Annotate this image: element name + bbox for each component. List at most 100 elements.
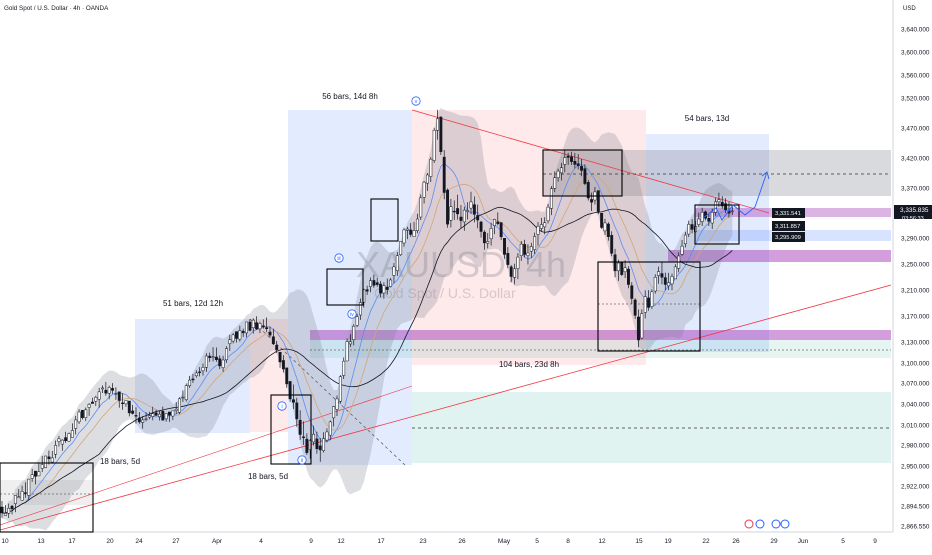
candle-body (513, 268, 516, 278)
candle-body (97, 391, 101, 400)
candle-body (509, 266, 513, 277)
price-tick: 3,600.000 (901, 50, 930, 57)
time-tick: 8 (566, 538, 570, 545)
candle-body (603, 222, 607, 232)
wave-label: iv (350, 312, 354, 318)
trendline-major (0, 284, 892, 531)
candle-body (218, 358, 222, 367)
candle-body (235, 331, 238, 339)
candle-body (499, 222, 503, 238)
projection-path (702, 174, 767, 221)
candle-body (352, 325, 356, 340)
time-tick: 4 (259, 538, 263, 545)
candle-body (536, 225, 540, 235)
candle-body (375, 282, 379, 285)
candle-body (201, 367, 205, 372)
candle-body (570, 156, 573, 162)
candle-body (426, 174, 429, 184)
candle-body (107, 387, 111, 394)
candle-body (292, 399, 295, 403)
candle-body (164, 413, 168, 420)
candle-body (181, 396, 185, 399)
candle-body (633, 299, 637, 316)
candle-body (389, 279, 393, 287)
candle-body (730, 210, 734, 213)
bar-count-label: 56 bars, 14d 8h (322, 92, 378, 101)
zone-fvg-1 (310, 330, 891, 340)
candle-body (295, 402, 299, 420)
candle-body (586, 182, 590, 199)
candle-body (563, 157, 567, 165)
candle-body (452, 210, 456, 213)
candle-body (627, 268, 630, 285)
candle-body (409, 229, 413, 235)
candle-body (241, 330, 245, 334)
candle-body (657, 271, 661, 276)
current-price-value: 3,335.835 (900, 207, 929, 214)
candle-body (456, 208, 460, 215)
candle-body (690, 224, 694, 230)
candle-body (87, 404, 91, 408)
zone-red-1 (250, 319, 288, 432)
current-price-tag (894, 205, 932, 219)
candle-body (714, 201, 717, 213)
wave-circle (411, 96, 421, 106)
candle-body (325, 431, 329, 441)
time-tick: Apr (212, 538, 223, 545)
candle-body (338, 376, 342, 402)
pattern-box (694, 204, 740, 245)
price-tick: 2,866.550 (901, 524, 930, 531)
candle-body (720, 201, 724, 207)
time-tick: Jun (798, 538, 809, 545)
candle-body (44, 455, 47, 468)
candle-body (432, 129, 436, 161)
price-tick: 2,894.500 (901, 504, 930, 511)
candle-body (650, 291, 654, 307)
candle-body (101, 387, 104, 390)
candle-body (184, 385, 188, 400)
time-tick: 22 (702, 538, 710, 545)
price-tick: 3,470.000 (901, 126, 930, 133)
candle-body (442, 156, 446, 193)
time-tick: 13 (37, 538, 45, 545)
candle-body (30, 474, 34, 479)
candle-body (174, 408, 178, 411)
candle-body (328, 421, 332, 436)
candle-body (302, 436, 305, 438)
candle-body (472, 204, 476, 215)
candle-body (131, 410, 135, 414)
candle-body (80, 409, 84, 418)
candle-body (697, 218, 701, 225)
candle-body (64, 437, 68, 442)
candle-body (359, 302, 362, 316)
candle-body (526, 252, 530, 256)
candle-body (298, 419, 302, 435)
candle-body (127, 400, 131, 414)
trendline-minor (0, 385, 413, 526)
candle-body (395, 255, 399, 272)
pattern-box (370, 198, 399, 242)
candle-body (600, 213, 604, 228)
candle-body (533, 236, 537, 250)
candle-body (653, 277, 657, 292)
price-tick: 3,210.000 (901, 288, 930, 295)
price-tag-value: 3,311.857 (775, 224, 800, 230)
candle-body (345, 341, 349, 362)
ma-slow (1, 206, 733, 514)
pattern-box (270, 394, 312, 465)
candle-body (399, 241, 403, 256)
time-tick: 17 (68, 538, 76, 545)
candle-body (663, 277, 667, 285)
candle-body (476, 215, 480, 221)
zone-grey-range (543, 150, 891, 196)
candle-body (124, 400, 128, 405)
candle-body (539, 224, 543, 229)
candle-body (724, 203, 728, 211)
candle-body (77, 411, 81, 423)
pattern-box (597, 261, 701, 352)
candle-body (590, 199, 594, 203)
bar-count-label: 18 bars, 5d (100, 457, 140, 466)
price-tick: 3,010.000 (901, 423, 930, 430)
